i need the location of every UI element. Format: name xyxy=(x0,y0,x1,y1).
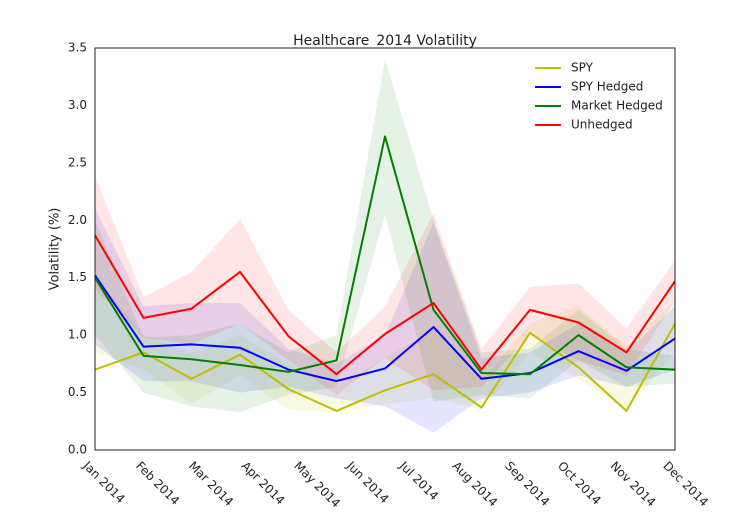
x-tick-label: Sep 2014 xyxy=(502,459,552,509)
x-tick-label: Jan 2014 xyxy=(80,458,128,506)
x-tick-label: Jun 2014 xyxy=(343,458,391,506)
y-tick-label: 0.5 xyxy=(68,385,87,399)
y-tick-label: 2.5 xyxy=(68,155,87,169)
x-tick-label: Mar 2014 xyxy=(186,459,236,509)
chart-title: Healthcare_2014 Volatility xyxy=(293,33,477,49)
x-tick-label: May 2014 xyxy=(291,459,343,511)
plot-frame xyxy=(94,47,676,451)
y-tick-label: 2.0 xyxy=(68,213,87,227)
series-line xyxy=(94,234,676,376)
legend-label: SPY xyxy=(571,61,594,75)
confidence-band xyxy=(95,176,675,395)
confidence-band xyxy=(95,59,675,413)
x-tick-label: Nov 2014 xyxy=(608,459,659,510)
y-tick-label: 3.0 xyxy=(68,98,87,112)
x-tick-label: Jul 2014 xyxy=(396,458,441,503)
x-tick-label: Aug 2014 xyxy=(449,459,500,510)
y-tick-label: 3.5 xyxy=(68,41,87,55)
y-tick-label: 1.0 xyxy=(68,328,87,342)
x-tick-label: Apr 2014 xyxy=(239,459,288,508)
y-tick-label: 0.0 xyxy=(68,443,87,457)
confidence-band xyxy=(95,275,675,413)
confidence-band xyxy=(95,208,675,433)
series-line xyxy=(94,135,676,376)
series-line xyxy=(94,274,676,383)
x-tick-label: Dec 2014 xyxy=(660,459,711,510)
legend-label: SPY Hedged xyxy=(571,80,643,94)
y-tick-label: 1.5 xyxy=(68,270,87,284)
y-axis-label: Volatility (%) xyxy=(48,208,63,291)
legend-label: Market Hedged xyxy=(571,99,663,113)
x-tick-label: Feb 2014 xyxy=(133,459,182,508)
x-tick-label: Oct 2014 xyxy=(555,459,604,508)
legend-label: Unhedged xyxy=(571,118,633,132)
series-line xyxy=(94,323,676,412)
